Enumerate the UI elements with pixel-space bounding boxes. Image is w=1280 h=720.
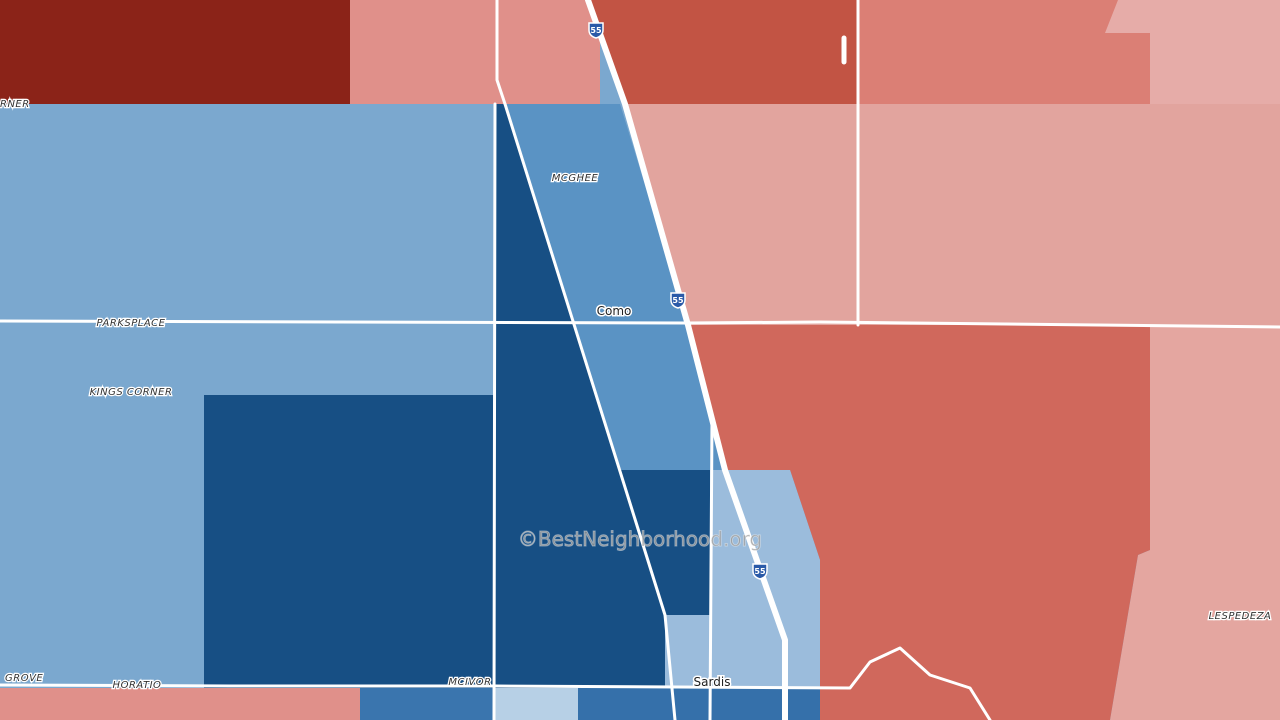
place-label: LESPEDEZA	[1209, 611, 1272, 622]
highway-shield: 55	[754, 567, 766, 576]
watermark: ©BestNeighborhood.org	[518, 527, 762, 551]
place-label: GROVE	[5, 673, 43, 684]
highway-shield: 55	[590, 26, 602, 35]
town-label: Como	[597, 304, 632, 318]
highway-shield: 55	[672, 296, 684, 305]
shield-icon	[670, 292, 686, 309]
place-label: HORATIO	[113, 680, 162, 691]
labels: RNER MCGHEE Como PARKSPLACE KINGS CORNER…	[0, 98, 1272, 693]
town-label: Sardis	[694, 675, 731, 689]
shield-icon	[752, 563, 768, 580]
place-label: MCGHEE	[552, 173, 599, 184]
place-label: RNER	[0, 99, 30, 110]
place-label: MCIVOR	[448, 677, 491, 688]
shields: 55 55 55	[588, 22, 768, 580]
place-label: KINGS CORNER	[90, 387, 173, 398]
place-label: PARKSPLACE	[97, 318, 166, 329]
shield-icon	[588, 22, 604, 39]
